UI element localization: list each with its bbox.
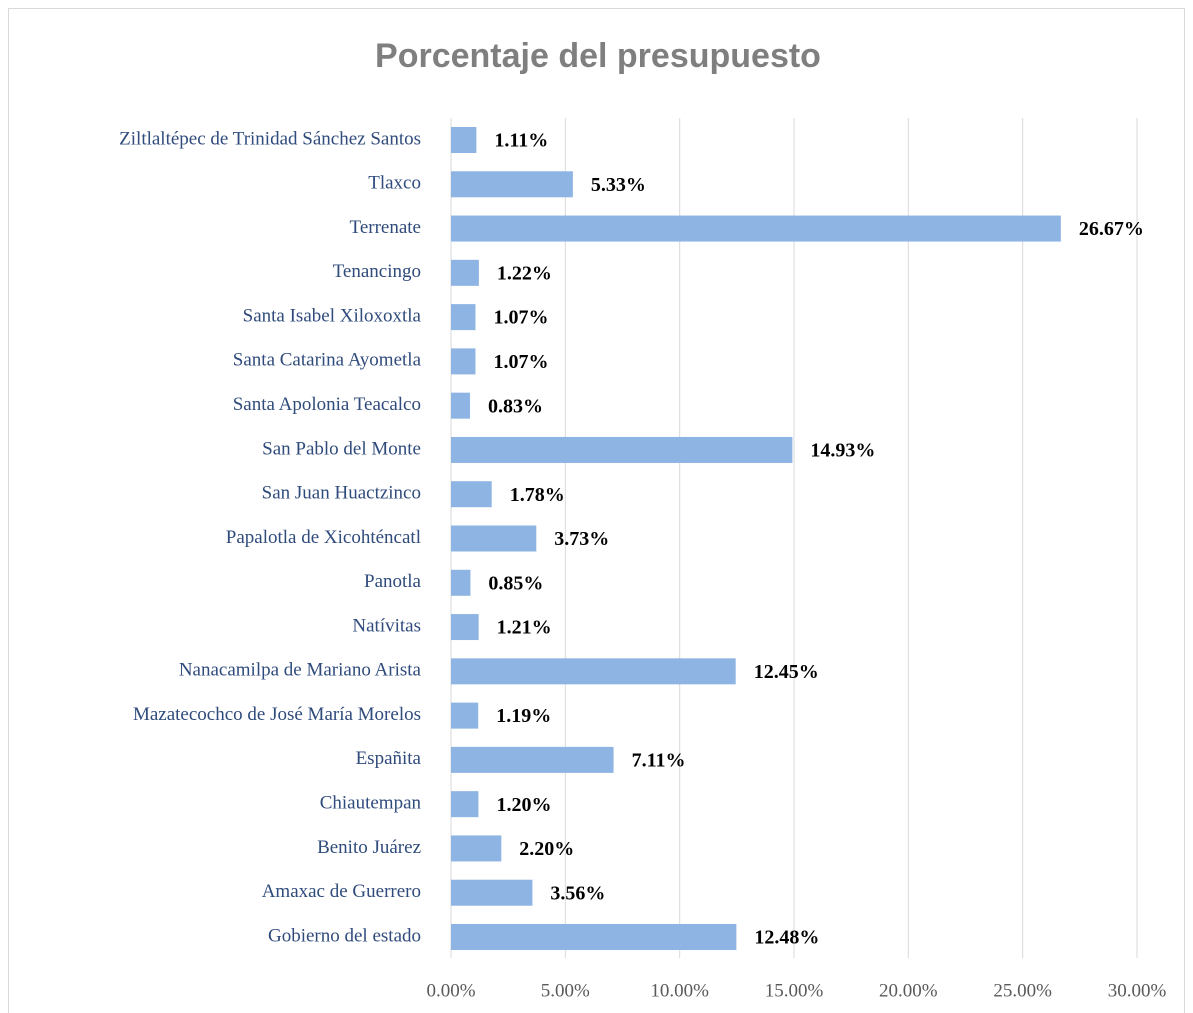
bar — [451, 614, 479, 641]
x-tick-label: 30.00% — [1108, 980, 1167, 1001]
x-tick-label: 20.00% — [879, 980, 938, 1001]
y-tick-label: Panotla — [364, 571, 422, 592]
bar — [451, 702, 479, 729]
data-label: 26.67% — [1079, 218, 1144, 240]
data-label: 2.20% — [519, 838, 574, 860]
data-label: 1.19% — [496, 705, 551, 727]
data-label: 0.85% — [488, 572, 543, 594]
y-tick-label: Tlaxco — [368, 173, 421, 194]
data-label: 12.45% — [754, 661, 819, 683]
bar — [451, 746, 614, 773]
data-label: 1.20% — [496, 794, 551, 816]
data-label: 12.48% — [754, 927, 819, 949]
x-tick-label: 15.00% — [765, 980, 824, 1001]
y-tick-label: Españita — [356, 748, 422, 769]
chart-title: Porcentaje del presupuesto — [375, 37, 821, 75]
y-tick-label: Amaxac de Guerrero — [262, 881, 421, 902]
bar — [451, 481, 492, 508]
y-tick-label: Ziltlaltépec de Trinidad Sánchez Santos — [119, 128, 421, 149]
data-label: 1.07% — [493, 307, 548, 329]
y-tick-label: Santa Isabel Xiloxoxtla — [243, 305, 422, 326]
data-label: 7.11% — [632, 749, 686, 771]
x-tick-label: 25.00% — [993, 980, 1052, 1001]
bar — [451, 348, 476, 375]
y-tick-label: Papalotla de Xicohténcatl — [226, 527, 421, 548]
bar — [451, 127, 477, 153]
bar — [451, 879, 533, 906]
y-tick-label: Mazatecochco de José María Morelos — [133, 704, 421, 725]
y-tick-label: Santa Catarina Ayometla — [233, 350, 422, 371]
y-tick-label: Natívitas — [352, 615, 421, 636]
bar — [451, 835, 502, 862]
chart-border — [8, 8, 1185, 1013]
y-tick-label: San Pablo del Monte — [262, 438, 421, 459]
y-tick-label: Santa Apolonia Teacalco — [233, 394, 421, 415]
x-tick-label: 0.00% — [426, 980, 475, 1001]
y-tick-label: Nanacamilpa de Mariano Arista — [179, 660, 422, 681]
data-label: 1.78% — [510, 484, 565, 506]
bar — [451, 304, 476, 331]
data-label: 3.73% — [554, 528, 609, 550]
x-tick-label: 10.00% — [650, 980, 709, 1001]
y-tick-label: Benito Juárez — [317, 837, 421, 858]
y-tick-label: Tenancingo — [333, 261, 421, 282]
y-tick-label: Terrenate — [350, 217, 421, 238]
data-label: 14.93% — [810, 440, 875, 462]
y-tick-label: Gobierno del estado — [268, 925, 421, 946]
bar — [451, 171, 573, 198]
bar — [451, 436, 793, 463]
bar — [451, 215, 1061, 242]
data-label: 1.22% — [497, 262, 552, 284]
bar — [451, 392, 470, 419]
data-label: 5.33% — [591, 174, 646, 196]
data-label: 0.83% — [488, 395, 543, 417]
data-label: 3.56% — [550, 882, 605, 904]
bar — [451, 569, 471, 596]
data-label: 1.21% — [497, 617, 552, 639]
y-tick-label: Chiautempan — [320, 793, 422, 814]
x-tick-label: 5.00% — [541, 980, 590, 1001]
bar — [451, 924, 737, 950]
y-tick-label: San Juan Huactzinco — [262, 483, 421, 504]
bar — [451, 658, 736, 685]
data-label: 1.11% — [494, 130, 548, 152]
data-label: 1.07% — [493, 351, 548, 373]
bar — [451, 525, 537, 552]
bar — [451, 259, 479, 286]
bar — [451, 791, 479, 818]
